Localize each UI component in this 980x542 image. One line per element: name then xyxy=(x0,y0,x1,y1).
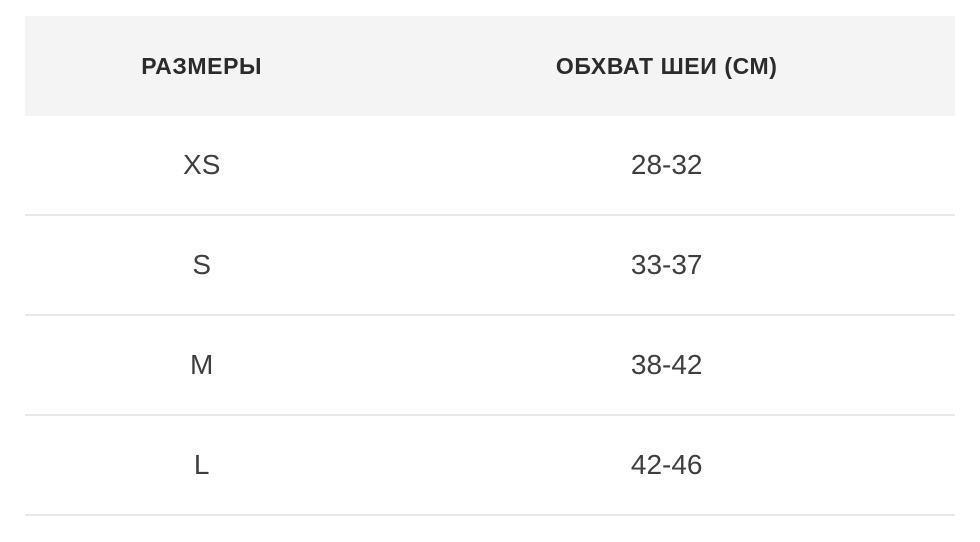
column-header-neck-circumference: ОБХВАТ ШЕИ (СМ) xyxy=(555,52,778,79)
column-header-sizes: РАЗМЕРЫ xyxy=(141,52,263,79)
size-label-l: L xyxy=(193,449,210,480)
size-label-m: M xyxy=(190,349,214,380)
table-row: S 33-37 xyxy=(25,216,955,316)
size-table: РАЗМЕРЫ ОБХВАТ ШЕИ (СМ) XS 28-32 S 33-37… xyxy=(25,16,955,516)
neck-range-m: 38-42 xyxy=(630,349,703,380)
size-label-s: S xyxy=(192,249,212,280)
table-row: L 42-46 xyxy=(25,416,955,516)
neck-range-s: 33-37 xyxy=(630,249,703,280)
table-row: M 38-42 xyxy=(25,316,955,416)
table-row: XS 28-32 xyxy=(25,116,955,216)
neck-range-xs: 28-32 xyxy=(630,149,703,180)
neck-range-l: 42-46 xyxy=(630,449,703,480)
size-label-xs: XS xyxy=(183,149,221,180)
size-table-header-row: РАЗМЕРЫ ОБХВАТ ШЕИ (СМ) xyxy=(25,16,955,116)
